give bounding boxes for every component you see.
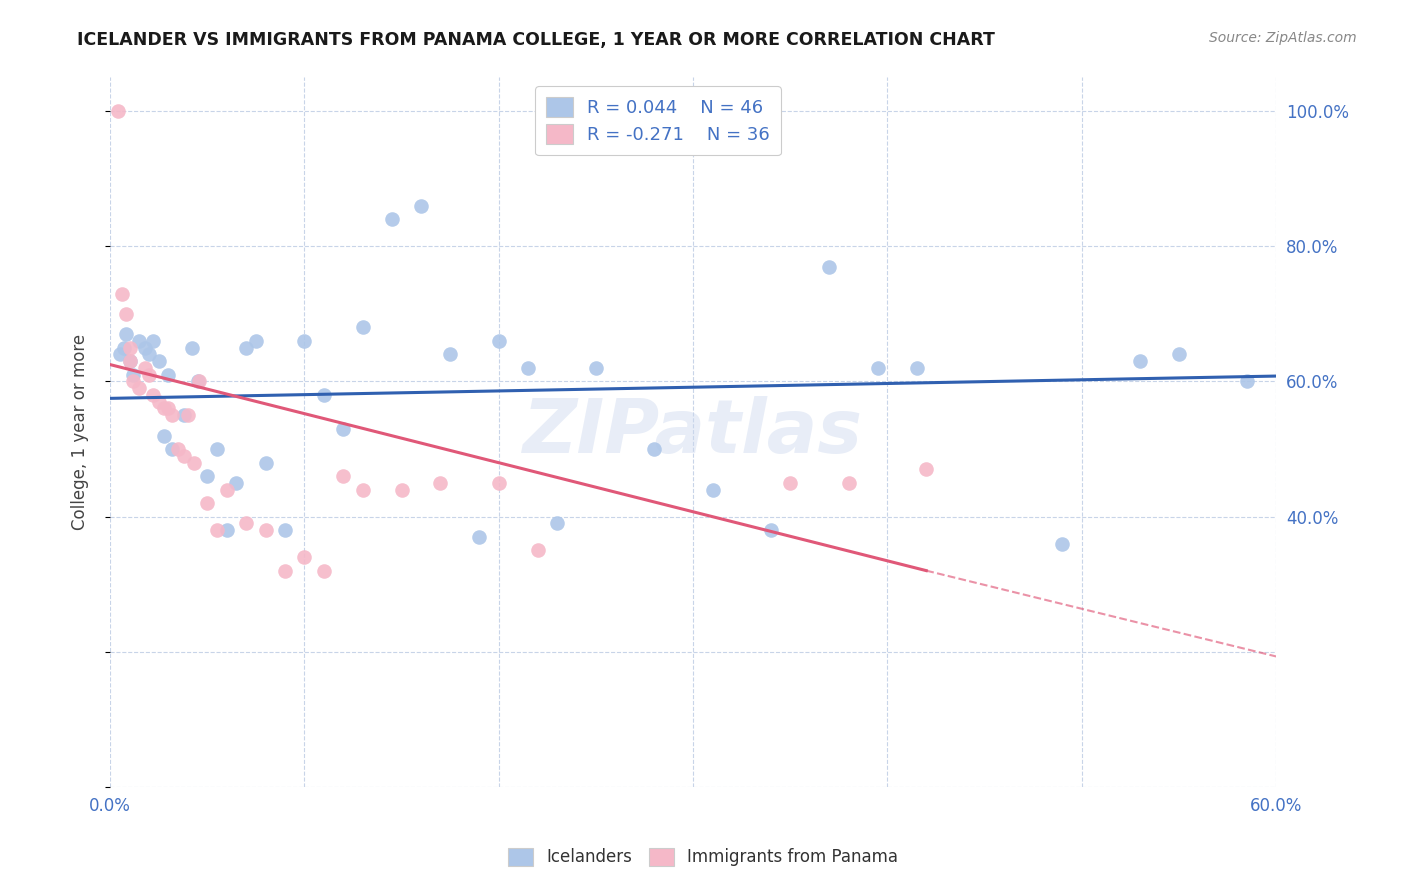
Point [818,260,841,274]
Point [332,469,354,483]
Point [148,354,170,368]
Point [488,334,510,348]
Point [294,550,316,565]
Point [838,475,860,490]
Point [195,496,218,510]
Point [352,483,374,497]
Point [122,368,145,382]
Point [114,327,136,342]
Point [1167,347,1189,361]
Point [157,368,180,382]
Point [1236,375,1258,389]
Point [294,334,316,348]
Point [138,347,160,361]
Point [866,361,889,376]
Point [128,334,150,348]
Point [134,341,156,355]
Point [118,341,141,355]
Point [107,104,129,119]
Point [205,523,228,537]
Point [312,388,335,402]
Point [1129,354,1152,368]
Point [779,475,801,490]
Point [205,442,228,456]
Point [153,401,176,416]
Point [546,516,568,531]
Point [235,516,257,531]
Point [391,483,413,497]
Point [177,409,200,423]
Point [122,375,145,389]
Point [274,564,297,578]
Point [439,347,461,361]
Point [142,334,165,348]
Point [138,368,160,382]
Point [173,409,195,423]
Point [245,334,267,348]
Point [162,409,184,423]
Point [905,361,928,376]
Point [114,307,136,321]
Point [468,530,491,544]
Point [235,341,257,355]
Point [225,475,247,490]
Point [157,401,180,416]
Point [188,375,211,389]
Point [215,483,238,497]
Point [118,354,141,368]
Point [585,361,607,376]
Legend: Icelanders, Immigrants from Panama: Icelanders, Immigrants from Panama [501,841,905,873]
Point [118,354,141,368]
Point [643,442,665,456]
Point [186,375,208,389]
Point [702,483,724,497]
Point [254,456,277,470]
Point [128,381,150,395]
Legend: R = 0.044    N = 46, R = -0.271    N = 36: R = 0.044 N = 46, R = -0.271 N = 36 [536,87,782,155]
Point [332,422,354,436]
Point [173,449,195,463]
Point [215,523,238,537]
Point [134,361,156,376]
Point [167,442,190,456]
Point [352,320,374,334]
Point [526,543,548,558]
Y-axis label: College, 1 year or more: College, 1 year or more [72,334,89,530]
Point [1052,536,1074,550]
Point [312,564,335,578]
Point [516,361,538,376]
Point [112,341,135,355]
Point [488,475,510,490]
Point [180,341,202,355]
Point [148,394,170,409]
Point [153,428,176,442]
Text: Source: ZipAtlas.com: Source: ZipAtlas.com [1209,31,1357,45]
Point [183,456,205,470]
Point [195,469,218,483]
Point [915,462,938,476]
Point [162,442,184,456]
Point [759,523,782,537]
Point [429,475,451,490]
Text: ICELANDER VS IMMIGRANTS FROM PANAMA COLLEGE, 1 YEAR OR MORE CORRELATION CHART: ICELANDER VS IMMIGRANTS FROM PANAMA COLL… [77,31,995,49]
Point [108,347,131,361]
Point [142,388,165,402]
Text: ZIPatlas: ZIPatlas [523,396,863,468]
Point [381,212,404,227]
Point [254,523,277,537]
Point [409,199,432,213]
Point [111,286,134,301]
Point [274,523,297,537]
